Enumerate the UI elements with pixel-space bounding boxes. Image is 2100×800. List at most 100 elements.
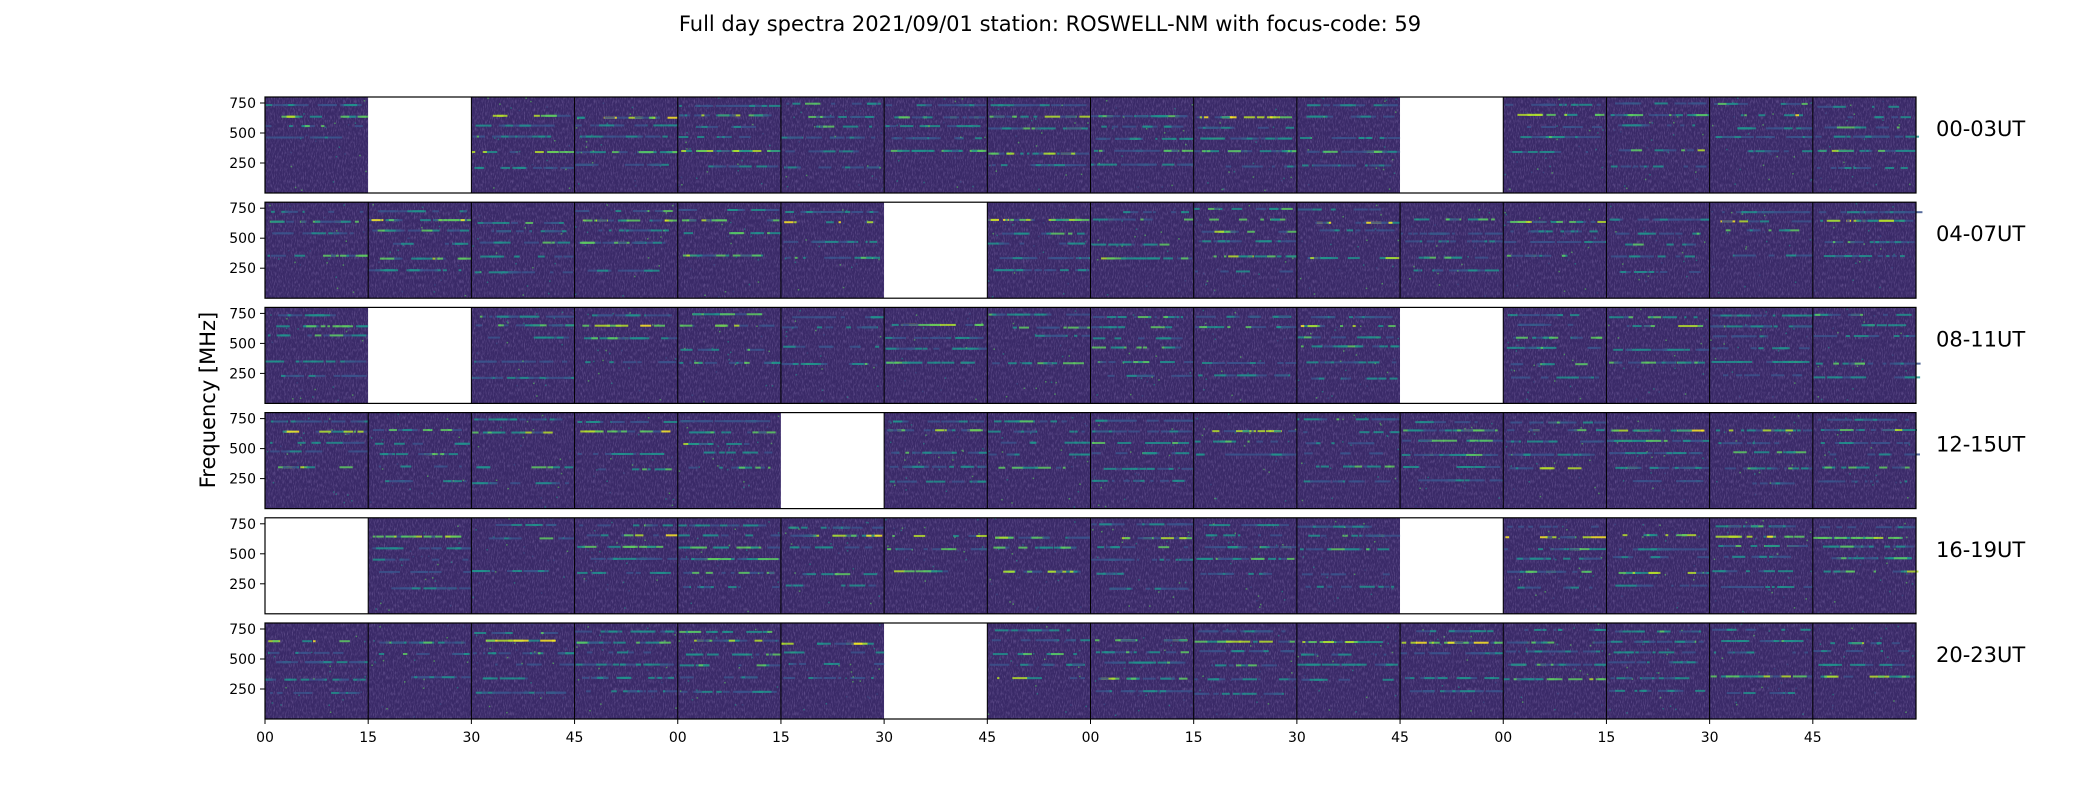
speckle — [296, 462, 299, 464]
band-segment — [598, 229, 603, 232]
band-segment — [322, 254, 339, 257]
band-segment — [1847, 116, 1853, 119]
speckle — [881, 187, 884, 190]
band-segment — [1454, 429, 1458, 432]
band-segment — [1826, 219, 1841, 222]
speckle — [271, 341, 274, 344]
band-segment — [1384, 465, 1391, 468]
band-segment — [1277, 240, 1281, 243]
band-segment — [1886, 241, 1890, 244]
speckle — [522, 294, 525, 296]
band-segment — [1150, 374, 1153, 377]
band-segment — [1209, 218, 1219, 221]
speckle — [1128, 343, 1130, 346]
band-segment — [385, 535, 396, 538]
speckle — [1830, 247, 1832, 250]
band-segment — [1143, 211, 1152, 214]
speckle — [629, 113, 632, 116]
spectrum-noise — [1296, 307, 1401, 404]
band-segment — [1199, 116, 1202, 119]
band-segment — [1689, 466, 1703, 469]
band-segment — [1895, 324, 1907, 327]
speckle — [1389, 175, 1392, 178]
spectrum-noise — [1812, 202, 1916, 299]
band-segment — [866, 221, 874, 224]
band-segment — [1798, 347, 1810, 350]
band-segment — [1894, 219, 1906, 222]
band-segment — [1798, 136, 1803, 139]
band-segment — [1760, 211, 1764, 214]
band-segment — [267, 254, 271, 257]
band-segment — [923, 429, 929, 432]
band-segment — [1488, 232, 1501, 235]
speckle — [472, 245, 474, 247]
band-segment — [1724, 467, 1736, 470]
speckle — [806, 352, 809, 354]
band-segment — [654, 468, 667, 471]
band-segment — [1902, 335, 1916, 338]
band-segment — [1636, 348, 1652, 351]
band-segment — [331, 254, 336, 257]
band-segment — [1183, 149, 1197, 152]
band-segment — [1678, 325, 1691, 328]
band-segment — [412, 442, 423, 445]
speckle — [1533, 433, 1536, 435]
band-segment — [1891, 255, 1897, 258]
speckle — [904, 379, 906, 382]
speckle — [1415, 464, 1417, 467]
band-segment — [1163, 149, 1180, 152]
band-segment — [935, 429, 945, 432]
speckle — [1308, 287, 1311, 289]
speckle — [943, 121, 945, 124]
band-segment — [1280, 326, 1297, 329]
band-segment — [622, 361, 637, 364]
band-segment — [1019, 127, 1024, 130]
band-segment — [1683, 165, 1689, 168]
band-segment — [846, 136, 850, 139]
speckle — [795, 373, 798, 376]
speckle — [841, 309, 844, 312]
band-segment — [783, 240, 799, 243]
band-segment — [1471, 218, 1479, 221]
speckle — [850, 266, 853, 269]
speckle — [1415, 505, 1417, 507]
band-segment — [1454, 453, 1468, 456]
band-segment — [1882, 313, 1888, 316]
speckle — [1228, 171, 1230, 173]
band-segment — [288, 125, 293, 128]
band-segment — [1816, 166, 1821, 169]
spectrum-noise — [368, 517, 472, 614]
band-segment — [1584, 241, 1596, 244]
band-segment — [1510, 440, 1515, 443]
band-segment — [1019, 326, 1030, 329]
band-segment — [648, 314, 658, 317]
speckle — [698, 466, 700, 468]
band-segment — [577, 420, 583, 423]
band-segment — [931, 465, 939, 468]
band-segment — [452, 242, 456, 245]
band-segment — [511, 418, 517, 421]
speckle — [1130, 393, 1132, 396]
band-segment — [1795, 211, 1809, 214]
band-segment — [1115, 137, 1131, 140]
band-segment — [1169, 337, 1183, 340]
band-segment — [965, 323, 973, 326]
band-segment — [1815, 313, 1821, 316]
speckle — [665, 357, 668, 359]
band-segment — [1741, 127, 1756, 130]
speckle — [544, 377, 546, 380]
band-segment — [1241, 137, 1253, 140]
band-segment — [1278, 230, 1288, 233]
speckle — [1834, 361, 1837, 363]
band-segment — [1667, 124, 1672, 127]
speckle — [437, 563, 439, 566]
band-segment — [302, 360, 313, 363]
band-segment — [977, 323, 984, 326]
speckle — [1704, 459, 1706, 461]
band-segment — [1077, 269, 1087, 272]
speckle — [390, 572, 393, 574]
band-segment — [1460, 465, 1474, 468]
band-segment — [319, 220, 330, 223]
speckle — [1772, 395, 1774, 398]
band-segment — [474, 360, 477, 363]
